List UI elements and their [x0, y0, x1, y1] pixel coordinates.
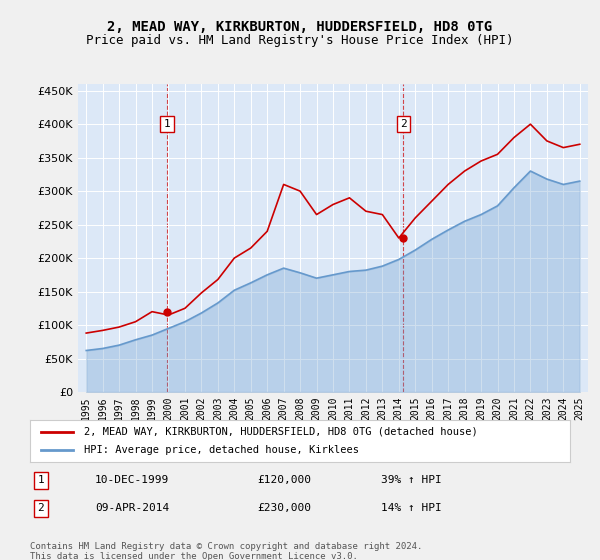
Text: 14% ↑ HPI: 14% ↑ HPI	[381, 503, 442, 513]
Text: £120,000: £120,000	[257, 475, 311, 485]
Text: 2: 2	[37, 503, 44, 513]
Text: 2, MEAD WAY, KIRKBURTON, HUDDERSFIELD, HD8 0TG (detached house): 2, MEAD WAY, KIRKBURTON, HUDDERSFIELD, H…	[84, 427, 478, 437]
Text: Price paid vs. HM Land Registry's House Price Index (HPI): Price paid vs. HM Land Registry's House …	[86, 34, 514, 46]
Text: 2, MEAD WAY, KIRKBURTON, HUDDERSFIELD, HD8 0TG: 2, MEAD WAY, KIRKBURTON, HUDDERSFIELD, H…	[107, 20, 493, 34]
Text: 1: 1	[164, 119, 170, 129]
Text: 39% ↑ HPI: 39% ↑ HPI	[381, 475, 442, 485]
Text: 1: 1	[37, 475, 44, 485]
Text: £230,000: £230,000	[257, 503, 311, 513]
Text: 2: 2	[400, 119, 407, 129]
Text: Contains HM Land Registry data © Crown copyright and database right 2024.
This d: Contains HM Land Registry data © Crown c…	[30, 542, 422, 560]
Text: 10-DEC-1999: 10-DEC-1999	[95, 475, 169, 485]
Text: HPI: Average price, detached house, Kirklees: HPI: Average price, detached house, Kirk…	[84, 445, 359, 455]
Text: 09-APR-2014: 09-APR-2014	[95, 503, 169, 513]
